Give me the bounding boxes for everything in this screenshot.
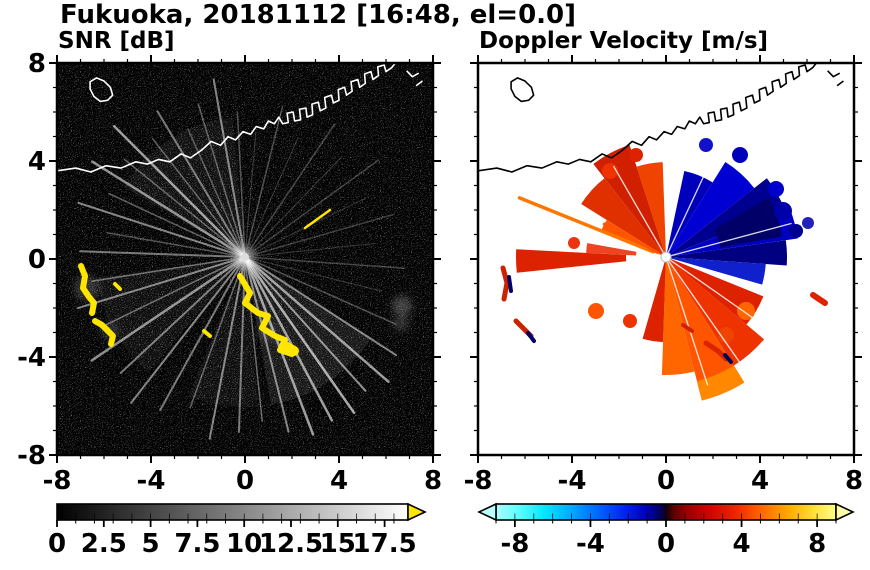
axes: -8 -4 0 4 8 xyxy=(464,55,863,496)
svg-text:0: 0 xyxy=(48,529,66,559)
svg-text:-8: -8 xyxy=(500,529,529,559)
snr-image xyxy=(57,63,433,455)
svg-text:8: 8 xyxy=(28,49,46,79)
snr-plot: -8 -4 0 4 8 -8 -4 0 4 8 xyxy=(17,49,442,496)
radial-streaks xyxy=(76,78,406,440)
svg-text:17.5: 17.5 xyxy=(353,529,417,559)
svg-text:0: 0 xyxy=(657,466,675,496)
ground-clutter xyxy=(78,208,332,357)
svg-text:-8: -8 xyxy=(17,441,46,471)
figure-title: Fukuoka, 20181112 [16:48, el=0.0] xyxy=(60,0,577,30)
svg-text:7.5: 7.5 xyxy=(174,529,220,559)
svg-text:4: 4 xyxy=(28,147,46,177)
svg-text:12.5: 12.5 xyxy=(259,529,323,559)
svg-text:15: 15 xyxy=(320,529,356,559)
svg-text:0: 0 xyxy=(657,529,675,559)
svg-text:4: 4 xyxy=(751,466,769,496)
coastline xyxy=(478,63,844,173)
velocity-colorbar: -8 -4 0 4 8 xyxy=(477,502,855,559)
velocity-fan xyxy=(500,138,828,401)
velocity-panel-title: Doppler Velocity [m/s] xyxy=(479,28,769,54)
svg-text:4: 4 xyxy=(733,529,751,559)
svg-text:8: 8 xyxy=(808,529,826,559)
axes: -8 -4 0 4 8 -8 -4 0 4 8 xyxy=(17,49,442,496)
over-range-arrow xyxy=(835,502,855,522)
svg-text:-4: -4 xyxy=(17,343,46,373)
svg-text:4: 4 xyxy=(330,466,348,496)
svg-text:-8: -8 xyxy=(43,466,72,496)
svg-text:-8: -8 xyxy=(464,466,493,496)
coastline xyxy=(57,63,423,173)
svg-text:10: 10 xyxy=(226,529,262,559)
svg-text:-4: -4 xyxy=(576,529,605,559)
svg-text:0: 0 xyxy=(236,466,254,496)
svg-text:8: 8 xyxy=(845,466,863,496)
velocity-image xyxy=(478,63,854,455)
snr-panel-title: SNR [dB] xyxy=(58,28,175,54)
svg-text:8: 8 xyxy=(424,466,442,496)
svg-text:-4: -4 xyxy=(558,466,587,496)
svg-text:5: 5 xyxy=(142,529,160,559)
svg-text:0: 0 xyxy=(28,245,46,275)
under-range-arrow xyxy=(477,502,497,522)
svg-text:2.5: 2.5 xyxy=(81,529,127,559)
velocity-plot: -8 -4 0 4 8 xyxy=(464,55,863,496)
svg-text:-4: -4 xyxy=(137,466,166,496)
over-range-arrow xyxy=(407,502,427,522)
